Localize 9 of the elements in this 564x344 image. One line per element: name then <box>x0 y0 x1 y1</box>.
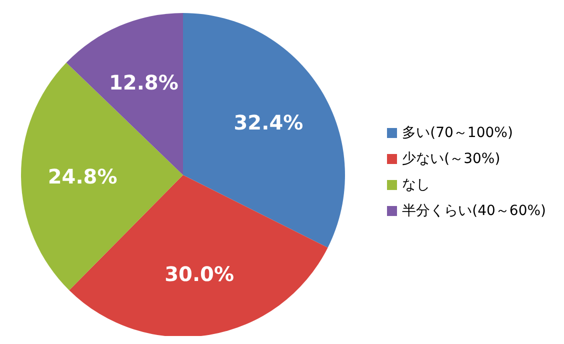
data-label: 32.4% <box>234 110 304 134</box>
pie-slice <box>183 13 345 248</box>
legend-label: 少ない(～30%) <box>402 150 500 169</box>
legend-label: なし <box>402 176 430 195</box>
legend-label: 多い(70～100%) <box>402 124 513 143</box>
data-label: 24.8% <box>48 164 118 188</box>
data-label: 30.0% <box>164 262 234 286</box>
data-label: 12.8% <box>108 70 178 95</box>
legend-label: 半分くらい(40～60%) <box>402 202 546 221</box>
